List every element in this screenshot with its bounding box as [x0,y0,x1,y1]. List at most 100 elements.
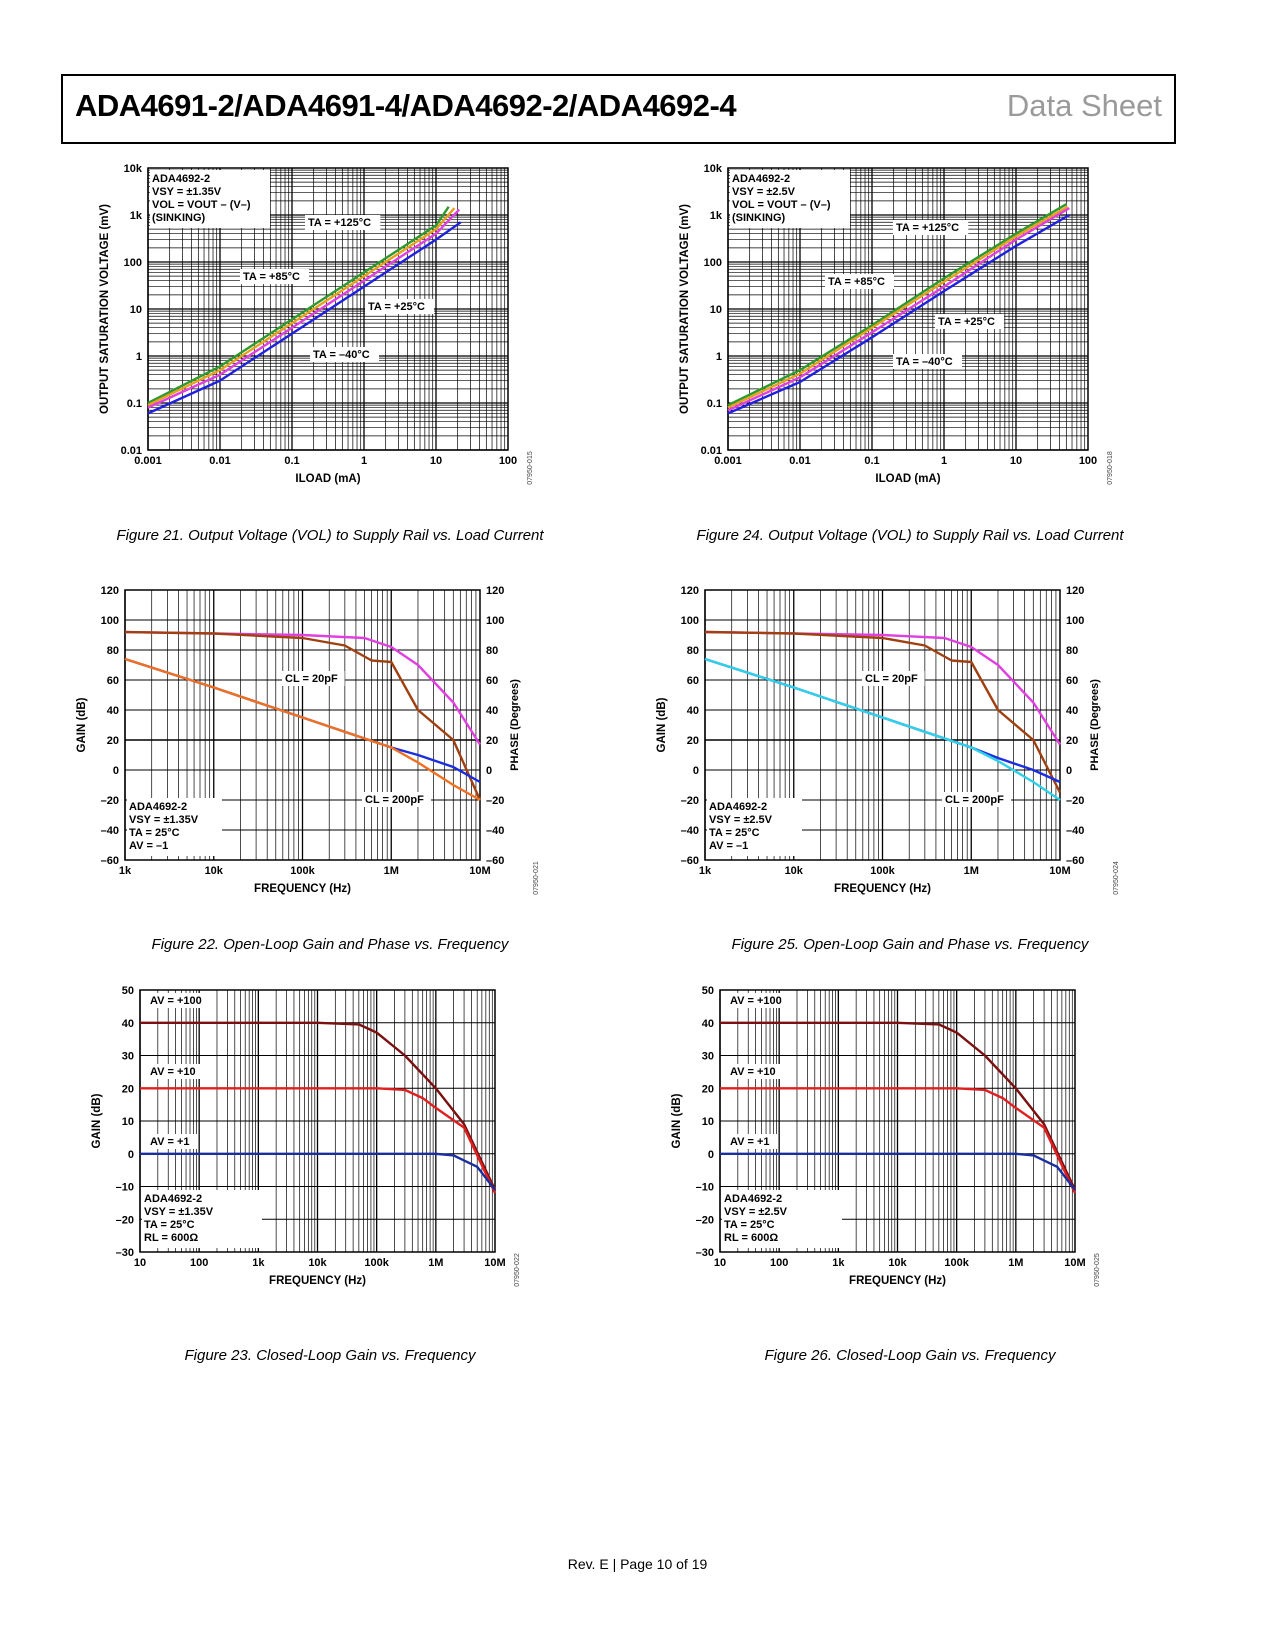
figure-caption: Figure 24. Output Voltage (VOL) to Suppl… [696,527,1124,544]
y-tick-label: 10k [704,163,723,175]
annotation-label: TA = +25°C [368,301,425,313]
chart-figure-21: 0.001 0.01 0.1 1 10 1000.010.11101001k10kILOA… [99,163,534,485]
y-tick-label: 30 [122,1051,134,1063]
x-tick-label: 10M [469,865,490,877]
x-tick-label: 1 [941,455,947,467]
annotation-box [893,220,969,235]
x-tick-label: 100 [770,1257,788,1269]
y-tick-label: 10 [130,304,142,316]
y2-tick-label: –20 [486,795,504,807]
y2-tick-label: 120 [1066,585,1084,597]
y-axis-label: GAIN (dB) [671,1093,683,1148]
legend-line: TA = 25°C [724,1219,775,1231]
chart-figure-23: 10 100 1k 10k 100k 1M 10M –30 –20 –10 0 10 20 30 40 50 F… [91,985,521,1287]
y2-axis-label: PHASE (Degrees) [1089,679,1101,771]
x-tick-label: 10 [714,1257,726,1269]
annotation-label: AV = +100 [150,995,202,1007]
chart-figure-24: 0.001 0.01 0.1 1 10 1000.010.11101001k10kILOA… [679,163,1114,485]
y-tick-label: –20 [696,1214,714,1226]
annotation-label: AV = +100 [730,995,782,1007]
y2-tick-label: 0 [486,765,492,777]
series-line [704,657,1061,801]
x-tick-label: 10k [308,1257,327,1269]
x-axis-label: ILOAD (mA) [295,473,360,485]
y-tick-label: –10 [696,1182,714,1194]
x-tick-label: 10 [1010,455,1022,467]
x-tick-label: 100 [190,1257,208,1269]
annotation-label: CL = 20pF [865,673,918,685]
legend-line: RL = 600Ω [144,1232,198,1244]
legend-line: ADA4692-2 [709,801,767,813]
x-tick-label: 0.01 [789,455,810,467]
annotation-box [240,269,309,284]
y-tick-label: 10 [710,304,722,316]
y-tick-label: –20 [101,795,119,807]
y-tick-label: –60 [101,855,119,867]
y2-tick-label: –60 [486,855,504,867]
legend-line: ADA4692-2 [724,1193,782,1205]
y-tick-label: 10 [702,1116,714,1128]
series-line [147,221,462,415]
y-tick-label: 50 [122,985,134,997]
y-tick-label: 1k [710,210,723,222]
annotation-label: TA = +125°C [308,217,371,229]
legend-line: VSY = ±2.5V [732,186,796,198]
x-axis-label: FREQUENCY (Hz) [269,1275,366,1287]
series-line [140,1152,496,1191]
legend-line: VSY = ±2.5V [709,814,773,826]
series-line [727,203,1067,407]
legend-box [707,798,802,856]
annotation-box [147,1064,204,1079]
x-tick-label: 100k [870,865,895,877]
series-line [720,1087,1077,1194]
y-tick-label: 0.01 [121,445,142,457]
y-tick-label: 0 [708,1149,714,1161]
y2-tick-label: 40 [486,705,498,717]
x-tick-label: 1M [428,1257,443,1269]
legend-line: AV = –1 [129,840,168,852]
legend-line: TA = 25°C [709,827,760,839]
y-tick-label: 40 [107,705,119,717]
y-axis-label: GAIN (dB) [76,697,88,752]
x-tick-label: 100 [1079,455,1097,467]
y-axis-label: GAIN (dB) [656,697,668,752]
page-header: ADA4691-2/ADA4691-4/ADA4692-2/ADA4692-4 … [61,74,1176,144]
series-line [124,630,482,801]
annotation-box [893,354,962,369]
y-tick-label: 120 [101,585,119,597]
y-axis-label: OUTPUT SATURATION VOLTAGE (mV) [99,204,111,414]
y-tick-label: 20 [687,735,699,747]
annotation-label: AV = +1 [150,1136,190,1148]
figure-id: 07950-015 [527,451,534,485]
legend-box [722,1190,842,1248]
annotation-label: TA = +25°C [938,316,995,328]
y-tick-label: 20 [107,735,119,747]
x-tick-label: 10k [888,1257,907,1269]
y-tick-label: 0.01 [701,445,722,457]
series-line [720,1021,1077,1191]
x-tick-label: 10M [1064,1257,1085,1269]
x-tick-label: 10M [1049,865,1070,877]
x-tick-label: 1k [699,865,712,877]
annotation-label: TA = +125°C [896,222,959,234]
annotation-label: AV = +10 [730,1066,776,1078]
y-tick-label: 10k [124,163,143,175]
y-tick-label: 40 [687,705,699,717]
y-tick-label: 60 [687,675,699,687]
y-tick-label: 80 [107,645,119,657]
y2-tick-label: –40 [1066,825,1084,837]
figure-id: 07950-024 [1113,861,1120,895]
x-tick-label: 0.1 [284,455,299,467]
y-tick-label: 1k [130,210,143,222]
y-tick-label: 0.1 [707,398,722,410]
y-tick-label: 20 [122,1083,134,1095]
annotation-box [147,993,210,1008]
figure-caption: Figure 25. Open-Loop Gain and Phase vs. … [731,936,1089,953]
legend-box [150,170,270,228]
annotation-box [862,671,925,686]
y2-tick-label: 100 [486,615,504,627]
series-line [147,208,461,409]
x-tick-label: 1k [832,1257,845,1269]
legend-line: VSY = ±1.35V [144,1206,214,1218]
y-tick-label: 50 [702,985,714,997]
